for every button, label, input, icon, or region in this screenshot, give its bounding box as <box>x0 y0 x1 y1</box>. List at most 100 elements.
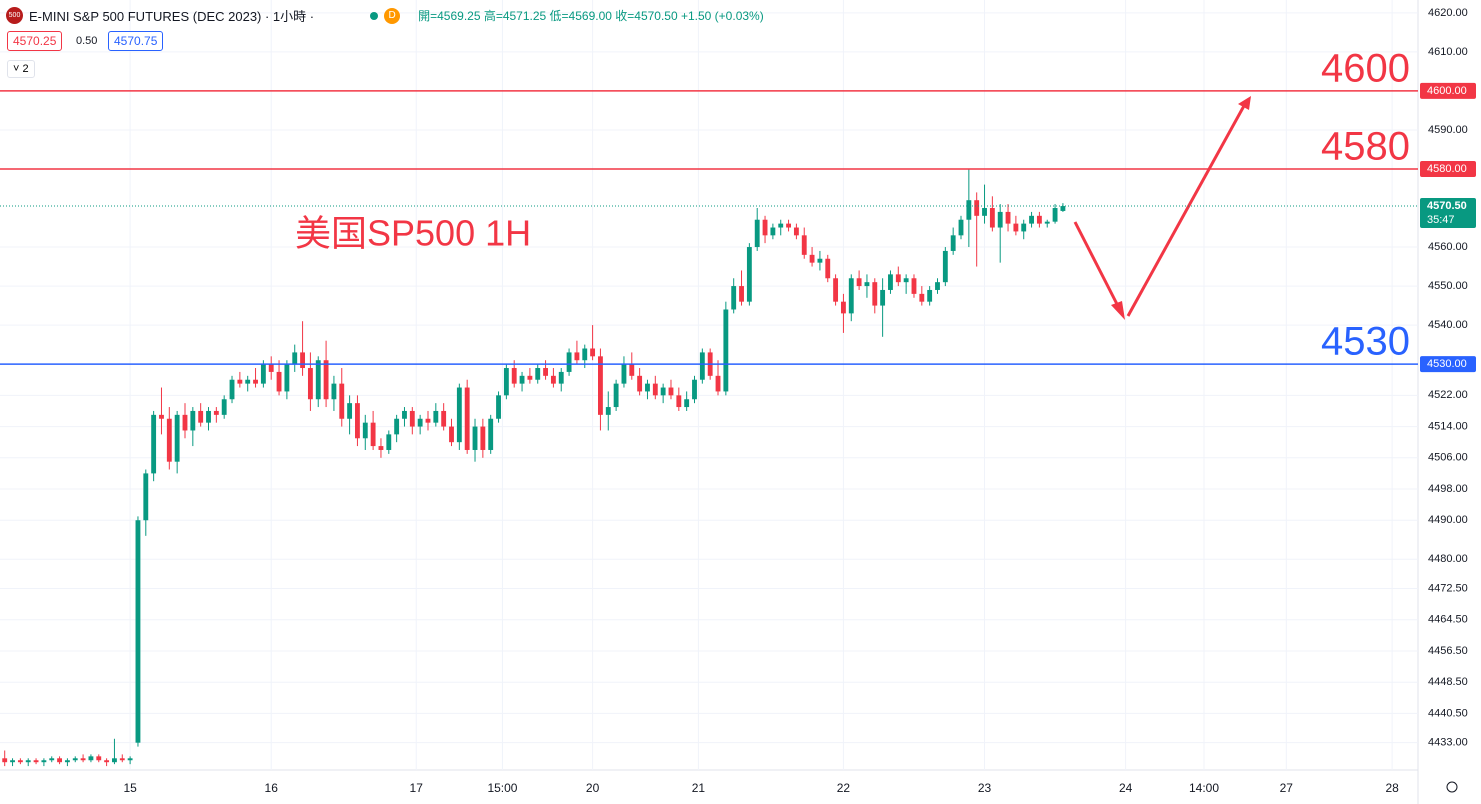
candle-body <box>527 375 533 380</box>
candle-body <box>425 418 431 423</box>
candle-body <box>786 223 791 228</box>
candle-body <box>331 383 337 400</box>
status-dot <box>370 11 379 20</box>
candle-body <box>895 274 901 283</box>
candle-body <box>1005 211 1011 224</box>
symbol[interactable]: E-MINI S&P 500 FUTURES (DEC 2023) · 1小時 … <box>29 9 315 24</box>
candle-body <box>480 426 486 450</box>
candle-body <box>550 375 556 384</box>
candle-body <box>88 756 94 761</box>
candle-body <box>511 368 517 384</box>
candle-body <box>206 410 211 423</box>
y-tick-label: 4464.50 <box>1428 614 1468 626</box>
price-tag-label: 4600.00 <box>1427 85 1467 97</box>
x-tick-label: 24 <box>1119 781 1133 795</box>
y-tick-label: 4560.00 <box>1428 241 1468 253</box>
candle-body <box>731 286 737 310</box>
candle-body <box>1036 215 1042 224</box>
candle-body <box>684 399 690 408</box>
candle-body <box>347 403 353 419</box>
candle-body <box>880 289 886 306</box>
candle-body <box>668 387 674 396</box>
candle-body <box>1044 221 1050 224</box>
candle-body <box>127 758 133 761</box>
x-tick-label: 27 <box>1280 781 1294 795</box>
header: 500 E-MINI S&P 500 FUTURES (DEC 2023) · … <box>6 6 764 25</box>
x-tick-label: 15:00 <box>487 781 517 795</box>
candle-body <box>574 352 580 361</box>
price-tag <box>1420 82 1476 99</box>
candle-body <box>159 414 164 419</box>
candle-body <box>182 414 188 431</box>
candle-body <box>833 278 839 302</box>
candle-body <box>739 286 744 302</box>
price-tag <box>1420 160 1476 177</box>
candle-body <box>307 368 313 400</box>
candle-body <box>911 278 917 294</box>
candle-body <box>778 223 784 228</box>
x-tick-label: 21 <box>692 781 706 795</box>
y-tick-label: 4610.00 <box>1428 46 1468 58</box>
candle-body <box>268 364 274 372</box>
y-tick-label: 4590.00 <box>1428 124 1468 136</box>
price-tag-label: 4570.50 <box>1427 200 1467 212</box>
candle-body <box>825 258 831 279</box>
candle-body <box>935 282 940 290</box>
candle-body <box>80 758 86 761</box>
ask[interactable]: 4570.75 <box>108 31 164 51</box>
price-tag <box>1420 198 1476 229</box>
y-tick-label: 4472.50 <box>1428 582 1468 594</box>
y-tick-label: 4480.00 <box>1428 553 1468 565</box>
bid[interactable]: 4570.25 <box>7 31 63 51</box>
candle-body <box>817 258 823 263</box>
candle-body <box>543 368 548 376</box>
candle-body <box>652 383 658 396</box>
candle-body <box>17 760 23 763</box>
candle-body <box>1052 208 1058 222</box>
candle-body <box>57 758 63 763</box>
candle-body <box>151 414 157 474</box>
candle-body <box>104 760 110 763</box>
candle-body <box>64 760 70 763</box>
candle-body <box>72 758 78 761</box>
candle-body <box>2 758 8 763</box>
candle-body <box>49 758 55 761</box>
candle-body <box>464 387 470 450</box>
candle-body <box>433 410 439 423</box>
candle-body <box>754 219 760 248</box>
candle-body <box>848 278 854 314</box>
y-tick-label: 4522.00 <box>1428 389 1468 401</box>
y-tick-label: 4514.00 <box>1428 420 1468 432</box>
candle-body <box>190 410 196 431</box>
candle-body <box>284 364 290 392</box>
candle-body <box>746 247 752 302</box>
level-label: 4580 <box>1321 125 1410 169</box>
candle-body <box>370 422 376 447</box>
candle-body <box>605 407 611 415</box>
source: D <box>384 7 401 24</box>
indicators-toggle[interactable]: ˅ 2 <box>7 60 35 78</box>
candle-body <box>33 760 39 763</box>
candle-body <box>339 383 345 419</box>
candle-body <box>213 410 219 415</box>
candle-body <box>198 410 204 423</box>
candle-body <box>323 360 329 400</box>
y-tick-label: 4440.50 <box>1428 707 1468 719</box>
candle-body <box>590 348 596 357</box>
candle-body <box>699 352 705 380</box>
settings-icon[interactable] <box>1446 781 1458 793</box>
candle-body <box>456 387 462 443</box>
candle-body <box>927 289 933 302</box>
x-tick-label: 22 <box>837 781 851 795</box>
candle-body <box>96 756 102 761</box>
logo: 500 <box>6 7 23 24</box>
y-tick-label: 4456.50 <box>1428 645 1468 657</box>
candle-body <box>715 375 721 392</box>
candle-body <box>496 395 501 419</box>
candle-body <box>1013 223 1019 232</box>
plot-area <box>2 168 1066 767</box>
candle-body <box>919 293 925 302</box>
candle-body <box>300 352 305 369</box>
candle-body <box>629 364 635 376</box>
